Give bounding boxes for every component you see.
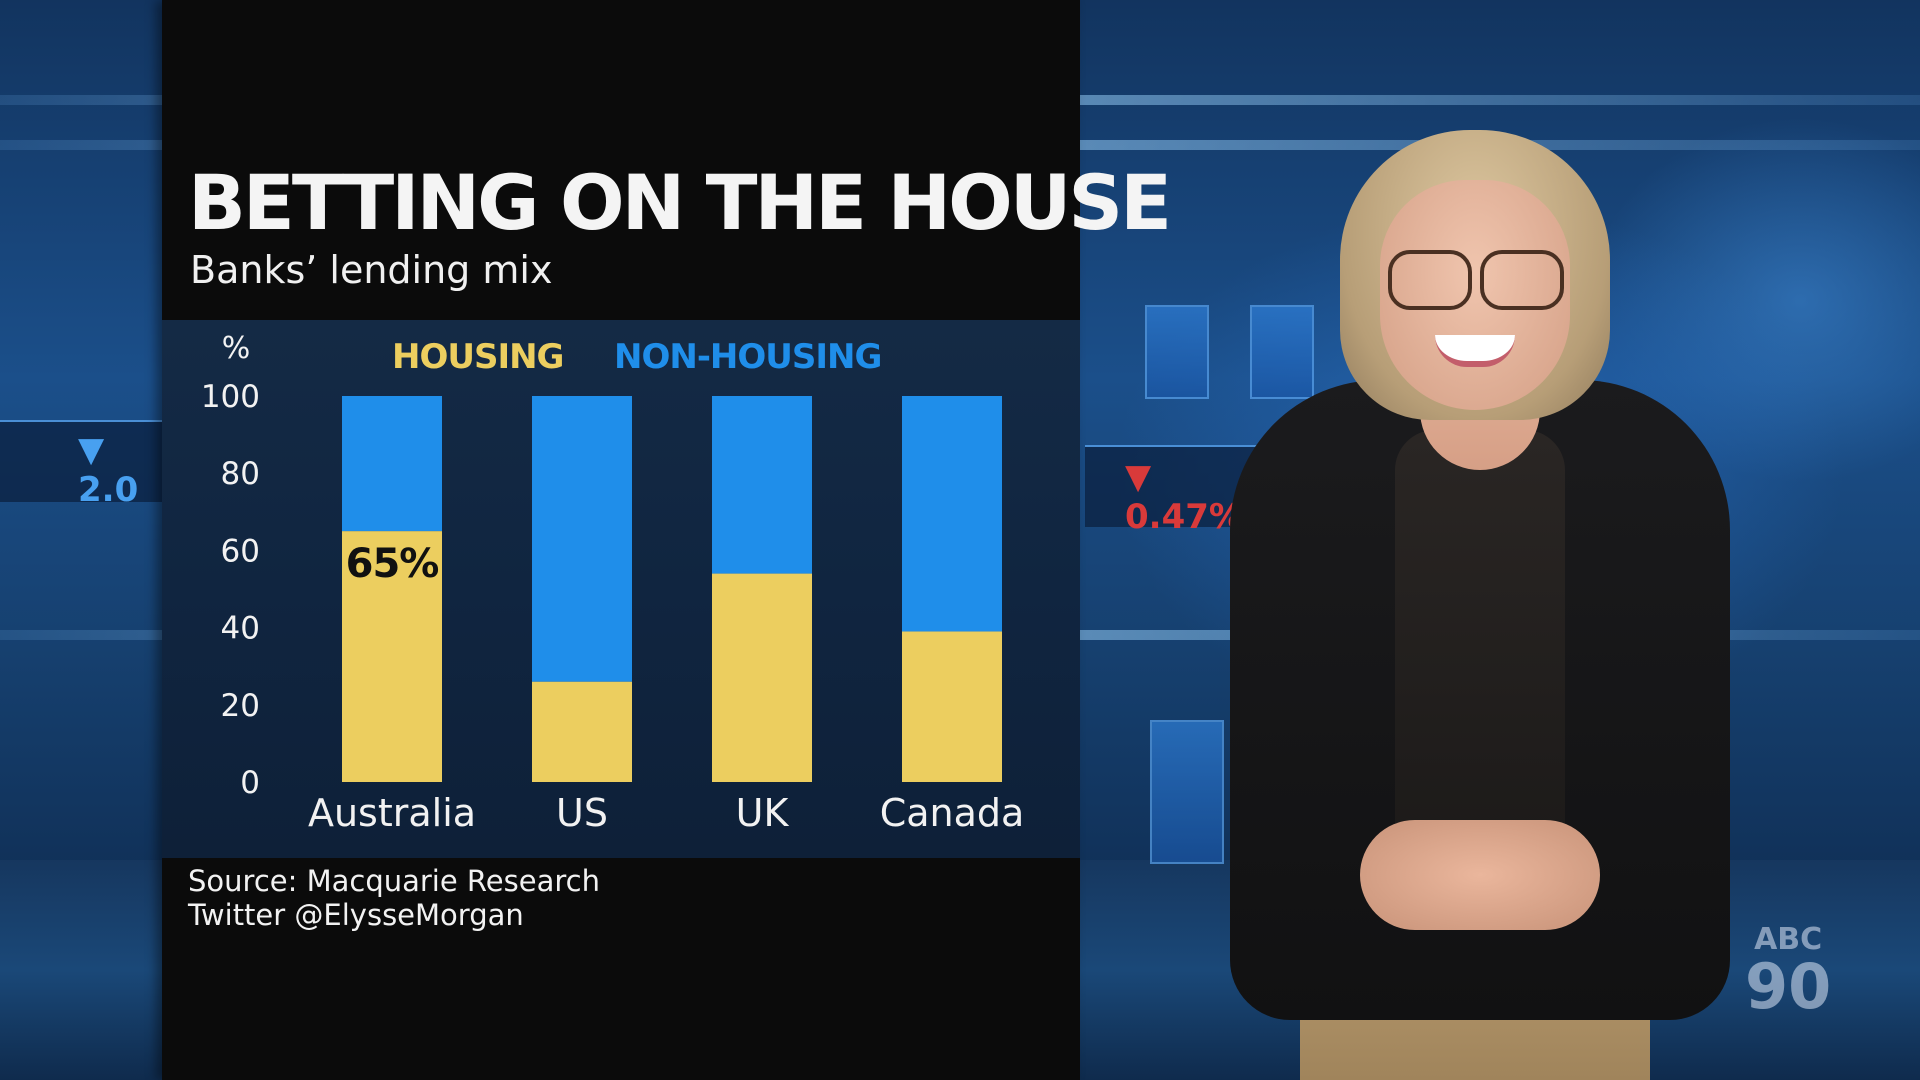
source-text: Source: Macquarie Research xyxy=(188,864,600,898)
chart-graphic-panel: BETTING ON THE HOUSE Banks’ lending mix … xyxy=(162,0,1172,1080)
legend-entry-non-housing: NON-HOUSING xyxy=(614,337,881,377)
presenter-face xyxy=(1380,180,1570,410)
presenter-top xyxy=(1395,430,1565,890)
y-tick-label: 100 xyxy=(201,379,260,415)
y-tick-label: 0 xyxy=(240,765,260,801)
glasses-icon xyxy=(1388,250,1564,310)
legend-entry-housing: HOUSING xyxy=(392,337,563,377)
bar-uk-housing xyxy=(712,573,812,782)
bar-uk-non-housing xyxy=(712,396,812,574)
studio-ticker: ▼ 2.0 xyxy=(0,420,162,510)
chart-title: BETTING ON THE HOUSE xyxy=(188,158,1172,247)
bar-canada-non-housing xyxy=(902,396,1002,632)
presenter-hands xyxy=(1360,820,1600,930)
presenter xyxy=(1230,130,1750,1080)
logo-years: 90 xyxy=(1745,950,1832,1023)
x-tick-label: US xyxy=(556,791,608,835)
broadcaster-logo-icon: ABC 90 xyxy=(1745,920,1832,1023)
chart-area: % 0 20 40 60 80 100 HOUSING NON-HOUSING Australia… xyxy=(162,320,1080,858)
y-tick-label: 80 xyxy=(221,456,260,492)
x-tick-label: Canada xyxy=(880,791,1025,835)
data-label: 65% xyxy=(346,541,439,587)
y-tick-label: 60 xyxy=(221,533,260,569)
y-tick-label: 20 xyxy=(221,688,260,724)
bar-canada-housing xyxy=(902,631,1002,782)
source-block: Source: Macquarie Research Twitter @Elys… xyxy=(188,864,600,932)
logo-abc: ABC xyxy=(1754,922,1823,957)
bar-australia-non-housing xyxy=(342,396,442,532)
bar-us-non-housing xyxy=(532,396,632,682)
stacked-bar-chart: % 0 20 40 60 80 100 HOUSING NON-HOUSING Australia… xyxy=(201,331,1025,835)
chart-subtitle: Banks’ lending mix xyxy=(190,248,553,292)
bar-us-housing xyxy=(532,681,632,782)
x-tick-label: UK xyxy=(736,791,790,835)
studio-screen xyxy=(1145,305,1209,399)
studio-screen xyxy=(1150,720,1224,864)
x-tick-label: Australia xyxy=(308,791,476,835)
y-axis-label: % xyxy=(222,331,251,366)
studio-screen xyxy=(1250,305,1314,399)
credit-text: Twitter @ElysseMorgan xyxy=(188,898,524,932)
ticker-text: ▼ 0.47% xyxy=(1125,457,1243,537)
bar-australia-housing xyxy=(342,531,442,782)
y-tick-label: 40 xyxy=(221,611,260,647)
ticker-text: ▼ 2.0 xyxy=(78,430,139,510)
